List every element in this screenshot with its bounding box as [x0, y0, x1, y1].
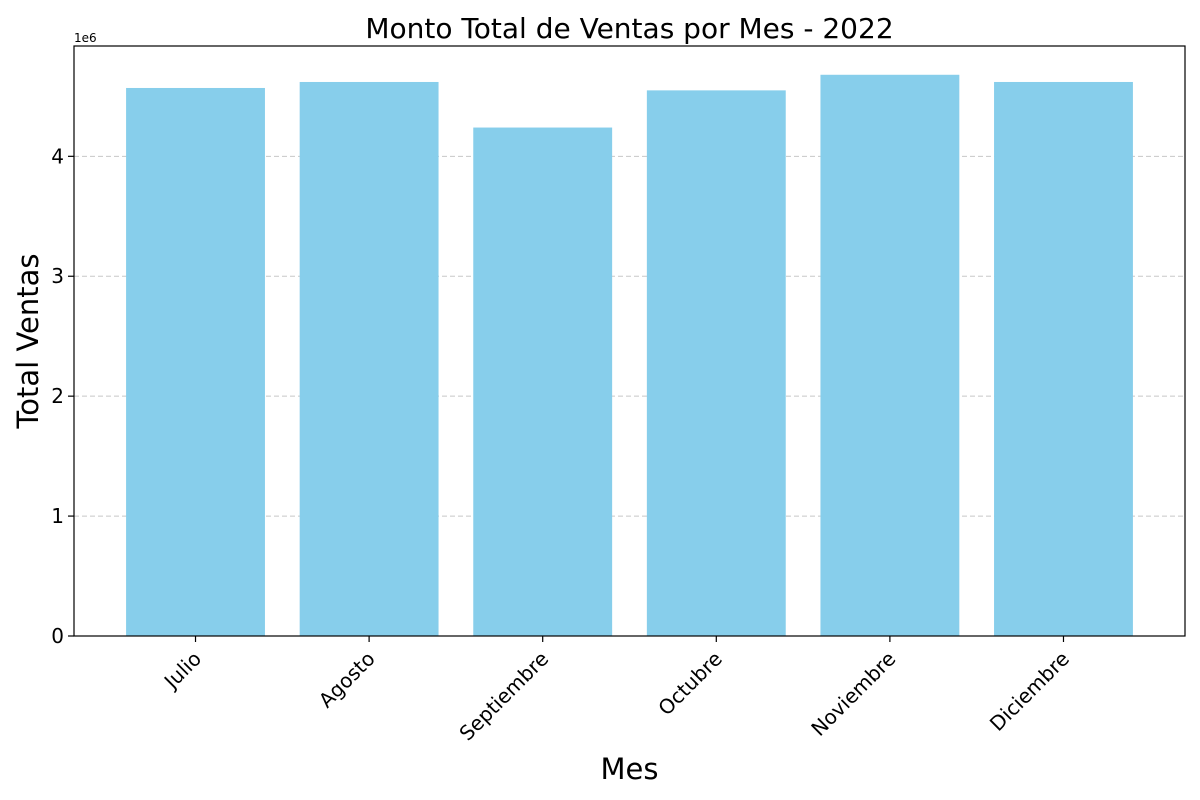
bars-layer	[126, 74, 1133, 637]
x-tick-label-diciembre: Diciembre	[985, 647, 1074, 736]
plot-frame	[73, 45, 1186, 637]
bar-diciembre	[994, 81, 1133, 637]
x-tick-label-julio: Julio	[158, 647, 206, 695]
x-tick-label-agosto: Agosto	[314, 647, 380, 713]
y-tick-label: 2	[51, 384, 64, 408]
y-tick-label: 0	[51, 624, 64, 648]
bar-julio	[126, 87, 265, 636]
chart-title: Monto Total de Ventas por Mes - 2022	[365, 12, 893, 45]
y-axis-offset-label: 1e6	[74, 31, 97, 45]
x-axis-ticks: Julio Agosto Septiembre Octubre Noviembre Dic…	[158, 636, 1074, 745]
x-tick-label-noviembre: Noviembre	[806, 647, 900, 741]
y-tick-label: 3	[51, 264, 64, 288]
y-tick-label: 4	[51, 144, 64, 168]
bar-agosto	[299, 81, 439, 637]
x-axis-label: Mes	[601, 752, 659, 786]
y-axis-ticks: 0 1 2 3 4	[51, 144, 74, 648]
bar-septiembre	[473, 127, 613, 637]
y-axis-label: Total Ventas	[11, 253, 45, 429]
bar-noviembre	[820, 74, 960, 636]
x-tick-label-septiembre: Septiembre	[454, 647, 553, 746]
y-tick-label: 1	[51, 504, 64, 528]
x-tick-label-octubre: Octubre	[653, 647, 727, 721]
bar-octubre	[646, 90, 786, 636]
